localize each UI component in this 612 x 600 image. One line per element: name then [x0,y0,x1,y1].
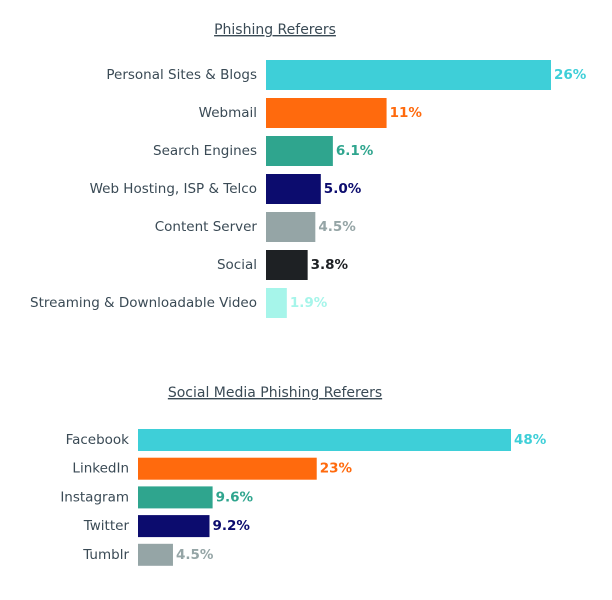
value-label: 26% [554,67,587,83]
category-label: Personal Sites & Blogs [106,67,257,83]
category-label: Streaming & Downloadable Video [30,295,257,311]
value-label: 9.6% [216,489,254,505]
category-label: Facebook [66,432,130,448]
value-label: 23% [320,461,353,477]
bar [138,543,173,566]
value-label: 5.0% [324,181,362,197]
bar [138,486,213,509]
value-label: 11% [390,105,423,121]
bar [266,250,308,280]
value-label: 6.1% [336,143,374,159]
value-label: 3.8% [311,257,349,273]
bar [138,457,317,480]
category-label: Tumblr [82,547,129,563]
bar [266,174,321,204]
category-label: Twitter [83,518,130,534]
category-label: Search Engines [153,143,257,159]
bar [266,212,316,242]
bar [138,515,210,538]
chart-title: Social Media Phishing Referers [168,385,382,401]
bar [266,288,287,318]
value-label: 4.5% [176,547,214,563]
bar [266,60,551,90]
value-label: 1.9% [290,295,328,311]
category-label: Instagram [60,489,129,505]
chart-title: Phishing Referers [214,22,336,38]
category-label: Social [217,257,257,273]
category-label: Web Hosting, ISP & Telco [90,181,257,197]
bar [266,98,387,128]
category-label: Webmail [199,105,257,121]
value-label: 48% [514,432,547,448]
category-label: Content Server [155,219,258,235]
bar [138,429,511,451]
category-label: LinkedIn [72,461,129,477]
value-label: 9.2% [212,518,250,534]
bar [266,136,333,166]
value-label: 4.5% [318,219,356,235]
